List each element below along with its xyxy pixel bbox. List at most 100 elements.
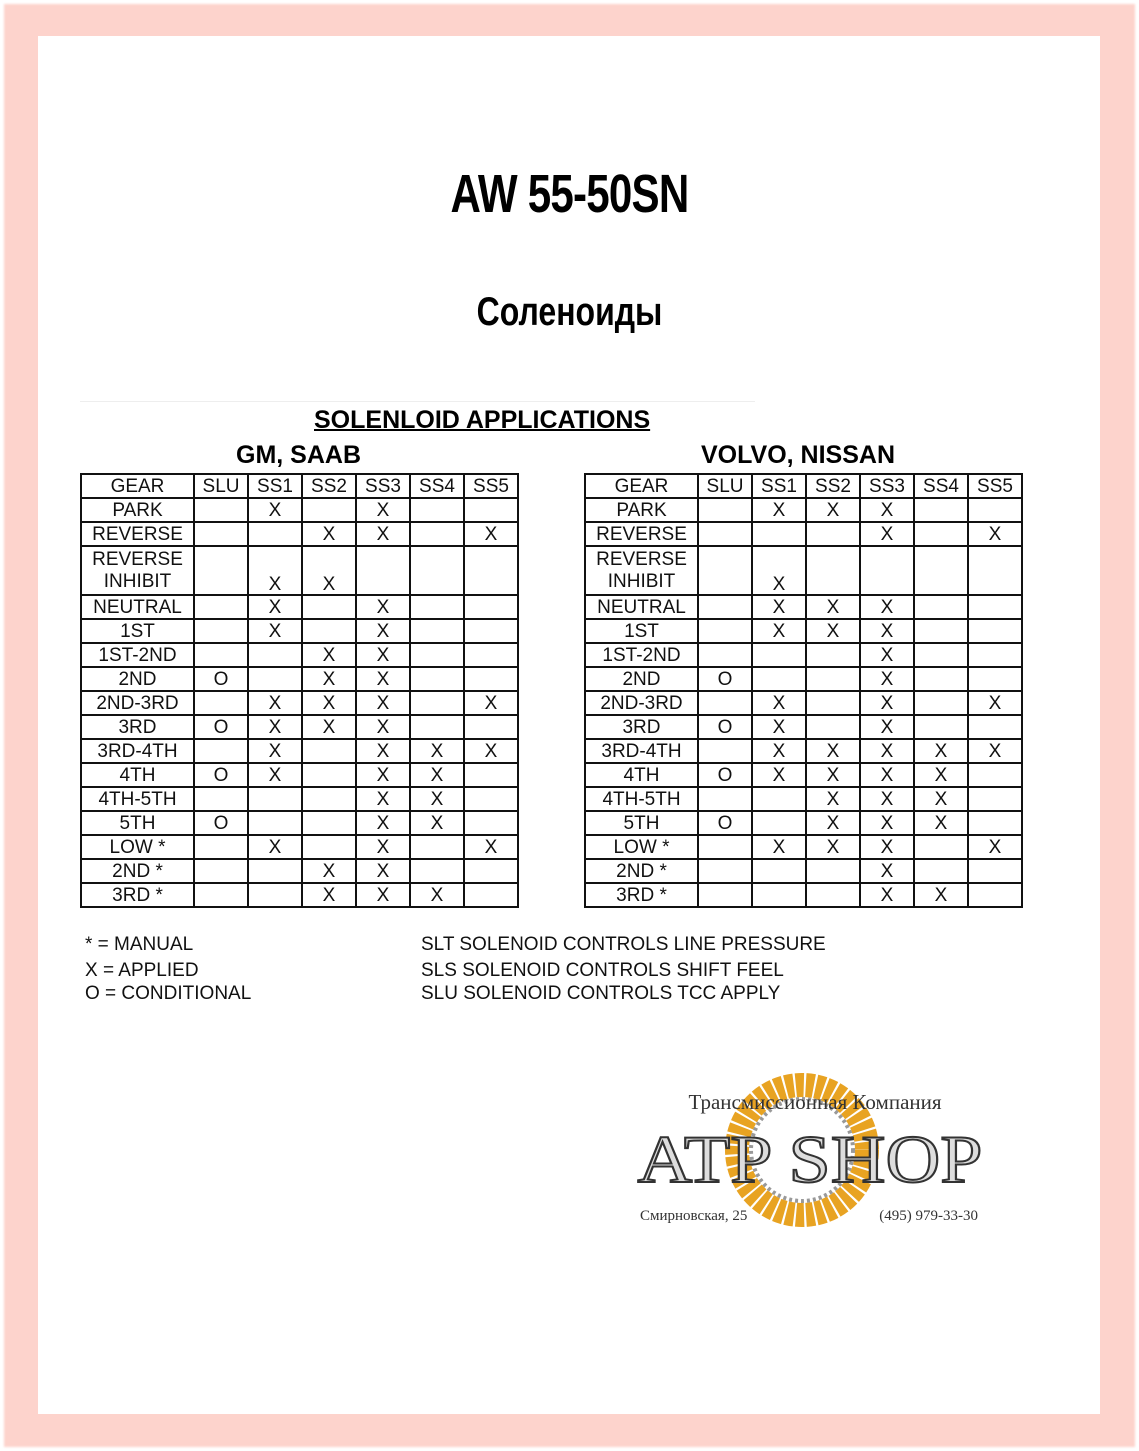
solenoid-cell (967, 882, 1023, 908)
solenoid-cell (193, 618, 249, 644)
solenoid-cell (913, 714, 969, 740)
solenoid-cell (463, 545, 519, 596)
solenoid-cell (805, 858, 861, 884)
solenoid-cell: X (355, 786, 411, 812)
solenoid-cell: X (409, 762, 465, 788)
solenoid-cell: X (859, 642, 915, 668)
legend-applied: X = APPLIED (85, 960, 199, 981)
gear-cell: 5TH (80, 810, 195, 836)
gear-cell: REVERSE INHIBIT (80, 545, 195, 596)
table-row: 1ST X X X (584, 618, 1023, 644)
solenoid-cell (805, 666, 861, 692)
solenoid-cell (967, 762, 1023, 788)
solenoid-cell (697, 786, 753, 812)
solenoid-cell: X (355, 521, 411, 547)
gear-cell: 3RD-4TH (80, 738, 195, 764)
gear-cell: NEUTRAL (80, 594, 195, 620)
solenoid-cell (697, 642, 753, 668)
solenoid-cell (697, 545, 753, 596)
solenoid-cell: X (355, 714, 411, 740)
note-sls: SLS SOLENOID CONTROLS SHIFT FEEL (421, 960, 784, 981)
solenoid-cell (751, 858, 807, 884)
solenoid-cell (355, 545, 411, 596)
table-row: LOW * X X X X (584, 834, 1023, 860)
solenoid-cell: X (751, 545, 807, 596)
gear-cell: 1ST (80, 618, 195, 644)
solenoid-cell: X (913, 882, 969, 908)
gear-cell: 2ND * (584, 858, 699, 884)
solenoid-cell (967, 714, 1023, 740)
column-header: SS5 (967, 473, 1023, 499)
table-row: 3RD-4TH X X X X X (584, 738, 1023, 764)
table-row: 1ST-2ND X X (80, 642, 519, 668)
solenoid-cell (697, 738, 753, 764)
solenoid-table-volvo-nissan: GEAR SLU SS1 SS2 SS3 SS4 SS5 PARK X X X REVERSE X X RE… (584, 473, 1023, 908)
section-title: SOLENLOID APPLICATIONS (314, 406, 651, 434)
solenoid-cell (697, 834, 753, 860)
solenoid-cell: X (913, 762, 969, 788)
gear-cell: PARK (80, 497, 195, 523)
solenoid-cell: X (355, 594, 411, 620)
solenoid-cell (193, 521, 249, 547)
solenoid-cell (967, 666, 1023, 692)
solenoid-cell: X (355, 810, 411, 836)
solenoid-cell (193, 738, 249, 764)
solenoid-cell (409, 521, 465, 547)
solenoid-cell (913, 642, 969, 668)
solenoid-cell: X (859, 738, 915, 764)
solenoid-cell: X (805, 834, 861, 860)
solenoid-cell: X (967, 690, 1023, 716)
header-row: GEAR SLU SS1 SS2 SS3 SS4 SS5 (584, 473, 1023, 499)
note-slt: SLT SOLENOID CONTROLS LINE PRESSURE (421, 934, 826, 955)
solenoid-cell (463, 618, 519, 644)
solenoid-cell (409, 690, 465, 716)
column-header: SS4 (913, 473, 969, 499)
solenoid-cell (463, 594, 519, 620)
gear-cell: 3RD (584, 714, 699, 740)
solenoid-cell (193, 690, 249, 716)
solenoid-cell (409, 642, 465, 668)
solenoid-cell (463, 762, 519, 788)
solenoid-cell: X (409, 738, 465, 764)
solenoid-cell: X (355, 618, 411, 644)
solenoid-cell (193, 594, 249, 620)
solenoid-cell (247, 642, 303, 668)
column-header: SS1 (247, 473, 303, 499)
table-row: 3RD * X X X (80, 882, 519, 908)
logo-phone: (495) 979-33-30 (879, 1208, 978, 1224)
table-row: 2ND * X X (80, 858, 519, 884)
solenoid-cell: X (355, 762, 411, 788)
solenoid-cell: X (751, 618, 807, 644)
solenoid-cell (409, 834, 465, 860)
table-row: NEUTRAL X X (80, 594, 519, 620)
solenoid-cell (913, 834, 969, 860)
solenoid-cell: X (859, 594, 915, 620)
gear-cell: REVERSE (80, 521, 195, 547)
solenoid-cell (193, 834, 249, 860)
gear-cell: 2ND * (80, 858, 195, 884)
solenoid-cell: O (697, 810, 753, 836)
table-row: 4TH-5TH X X (80, 786, 519, 812)
solenoid-cell (409, 594, 465, 620)
gear-cell: LOW * (584, 834, 699, 860)
table-row: 3RD O X X (584, 714, 1023, 740)
solenoid-cell (805, 690, 861, 716)
solenoid-cell (913, 618, 969, 644)
solenoid-cell: X (355, 834, 411, 860)
solenoid-cell: X (859, 497, 915, 523)
solenoid-cell: X (805, 594, 861, 620)
gear-cell: 4TH (584, 762, 699, 788)
gear-cell: 2ND-3RD (80, 690, 195, 716)
solenoid-cell (913, 521, 969, 547)
atp-shop-logo: Трансмиссионная Компания ATP SHOP Смирно… (637, 1073, 984, 1227)
logo-name: ATP SHOP (638, 1121, 983, 1197)
solenoid-cell: X (355, 690, 411, 716)
solenoid-cell: X (301, 545, 357, 596)
solenoid-cell (913, 545, 969, 596)
table-row: 3RD O X X X (80, 714, 519, 740)
solenoid-cell (805, 521, 861, 547)
gear-cell: REVERSE (584, 521, 699, 547)
table-row: LOW * X X X (80, 834, 519, 860)
solenoid-cell: X (355, 858, 411, 884)
solenoid-cell (409, 545, 465, 596)
